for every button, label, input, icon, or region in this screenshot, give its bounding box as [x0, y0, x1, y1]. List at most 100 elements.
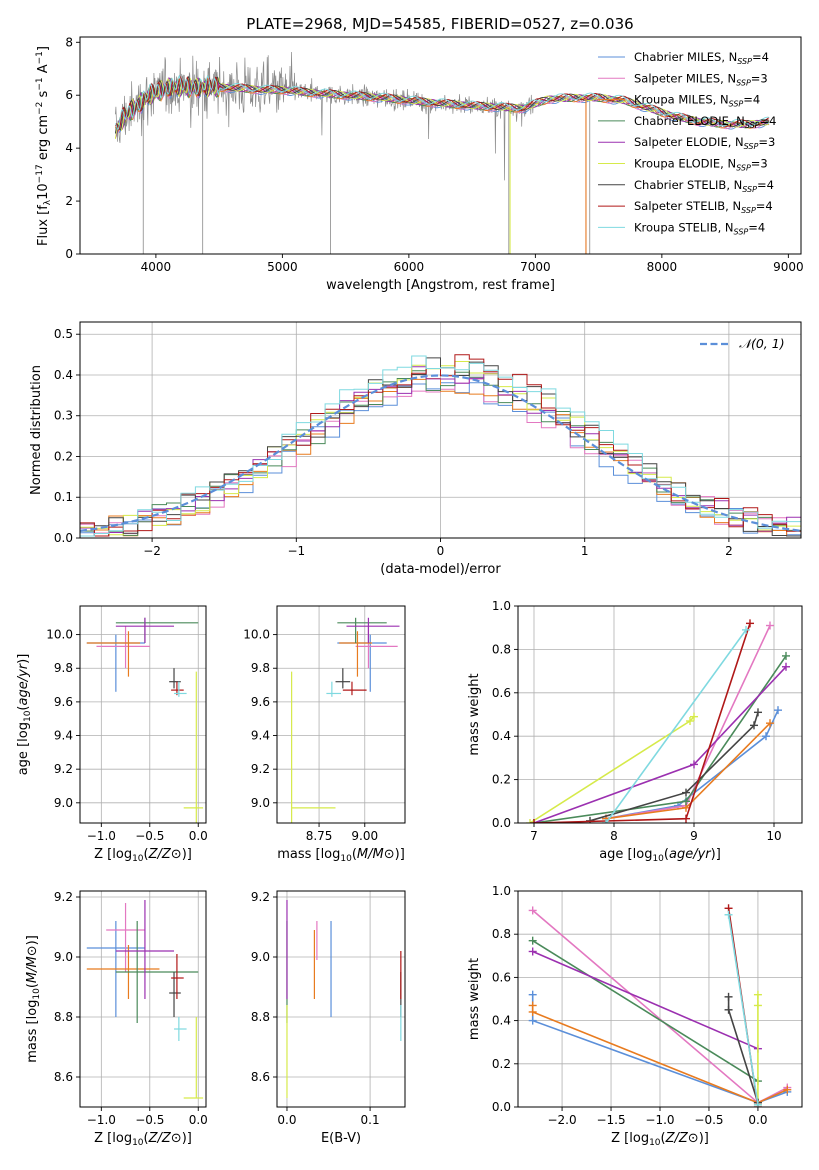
x-tick-label: 8.75: [306, 829, 333, 843]
x-tick-label: −0.5: [135, 1113, 164, 1127]
x-tick-label: −2.0: [547, 1113, 576, 1127]
y-tick-label: 0.8: [492, 927, 511, 941]
y-tick-label: 0.2: [492, 773, 511, 787]
plot-area-spectrum: [114, 51, 770, 254]
y-tick-label: 0.8: [492, 642, 511, 656]
plot-layer: 4000 5000 6000 7000 8000 9000 0 2 4 6 8 wavelength …: [16, 35, 804, 1148]
axes-spectrum: 4000 5000 6000 7000 8000 9000 0 2 4 6 8 wavelength …: [35, 35, 804, 293]
axes-frame: [79, 36, 802, 255]
legend-label: Salpeter MILES, NSSP=3: [634, 71, 768, 87]
y-tick-label: 1.0: [492, 884, 511, 898]
x-tick-label: 5000: [267, 260, 298, 274]
model-spectrum-chabrier_elodie: [114, 77, 770, 136]
plot-area-residuals: [80, 354, 801, 537]
y-tick-label: 9.8: [251, 661, 270, 675]
series-salpeter_elodie: [530, 662, 790, 823]
figure-title: PLATE=2968, MJD=54585, FIBERID=0527, z=0…: [246, 15, 633, 33]
errorbar-kroupa_miles: [86, 631, 141, 677]
y-tick-label: 6: [65, 88, 73, 102]
series-salpeter_elodie: [528, 947, 762, 1053]
model-spectrum-chabrier_stelib: [114, 75, 770, 134]
x-tick-label: −2: [143, 544, 161, 558]
plot-area-mass_vs_ebv: [286, 900, 402, 1098]
y-tick-label: 9.6: [54, 695, 73, 709]
x-tick-label: 8: [610, 829, 618, 843]
x-tick-label: −1.0: [87, 829, 116, 843]
y-tick-label: 0.4: [492, 729, 511, 743]
axes-mass_vs_ebv: 0.0 0.1 8.6 8.8 9.0 9.2 E(B-V): [251, 890, 406, 1146]
errorbar-salpeter_miles: [106, 903, 145, 972]
y-tick-label: 0.6: [492, 686, 511, 700]
y-tick-label: 10.0: [46, 628, 73, 642]
x-axis-label: Z [log10(Z/Z⊙)]: [611, 1131, 709, 1148]
axes-weight_vs_age: 7 8 9 10 0.0 0.2 0.4 0.6 0.8 1.0 age [log10(age/yr…: [467, 599, 803, 864]
legend: Chabrier MILES, NSSP=4 Salpeter MILES, NS…: [598, 50, 776, 236]
axes-mass_vs_Z: −1.0 −0.5 0.0 8.6 8.8 9.0 9.2 Z [log10(Z/Z⊙)] ma…: [25, 890, 208, 1148]
y-tick-label: 8.8: [54, 1010, 73, 1024]
series-line: [589, 712, 759, 822]
axes-frame: [517, 605, 803, 824]
y-tick-label: 9.0: [251, 950, 270, 964]
errorbar-kroupa_stelib: [174, 681, 187, 697]
legend-label: Kroupa ELODIE, NSSP=3: [634, 157, 768, 173]
x-axis-label: (data-model)/error: [380, 562, 501, 577]
axes-frame: [276, 890, 406, 1108]
x-axis-label: Z [log10(Z/Z⊙)]: [94, 847, 192, 864]
y-tick-label: 0.0: [492, 1100, 511, 1114]
series-kroupa_miles: [602, 719, 774, 823]
x-tick-label: 2: [725, 544, 733, 558]
x-tick-label: 9.00: [351, 829, 378, 843]
histogram-salpeter_stelib: [80, 354, 801, 537]
legend-label: 𝒩(0, 1): [739, 336, 785, 351]
y-tick-label: 9.6: [251, 695, 270, 709]
x-tick-label: −0.5: [694, 1113, 723, 1127]
y-tick-label: 1.0: [492, 599, 511, 613]
x-tick-label: 9: [690, 829, 698, 843]
series-line: [532, 940, 759, 1082]
x-tick-label: 7000: [520, 260, 551, 274]
axes-residuals: −2 −1 0 1 2 0.0 0.1 0.2 0.3 0.4 0.5 (data-model)/er…: [29, 321, 802, 577]
y-tick-label: 0.6: [492, 970, 511, 984]
x-tick-label: 9000: [773, 260, 804, 274]
y-tick-label: 0.4: [492, 1014, 511, 1028]
y-axis-label: mass weight: [467, 673, 482, 755]
legend-label: Chabrier ELODIE, NSSP=4: [634, 114, 776, 130]
y-tick-label: 8.6: [251, 1070, 270, 1084]
plot-area-weight_vs_age: [526, 619, 790, 823]
x-tick-label: 0.1: [361, 1113, 380, 1127]
y-tick-label: 9.0: [54, 796, 73, 810]
y-tick-label: 9.2: [54, 890, 73, 904]
y-tick-label: 0.2: [54, 449, 73, 463]
y-tick-label: 0.2: [492, 1057, 511, 1071]
y-tick-label: 9.2: [54, 762, 73, 776]
errorbar-salpeter_elodie: [115, 617, 175, 644]
x-axis-label: mass [log10(M/M⊙)]: [277, 847, 405, 864]
x-tick-label: 6000: [394, 260, 425, 274]
series-salpeter_stelib: [530, 619, 754, 823]
errorbar-kroupa_elodie: [183, 671, 204, 823]
x-tick-label: 0.0: [189, 829, 208, 843]
y-tick-label: 8: [65, 35, 73, 49]
y-tick-label: 0.1: [54, 490, 73, 504]
legend-label: Chabrier MILES, NSSP=4: [634, 50, 769, 66]
axes-weight_vs_Z: −2.0 −1.5 −1.0 −0.5 0.0 0.0 0.2 0.4 0.6 0.8 1.0 Z […: [467, 884, 803, 1148]
series-kroupa_elodie: [526, 712, 698, 823]
y-tick-label: 9.8: [54, 661, 73, 675]
y-tick-label: 9.2: [251, 890, 270, 904]
errorbar-kroupa_elodie: [291, 671, 336, 823]
x-tick-label: −1.5: [596, 1113, 625, 1127]
legend-label: Kroupa MILES, NSSP=4: [634, 93, 760, 109]
y-tick-label: 0: [65, 247, 73, 261]
y-axis-label: mass weight: [467, 958, 482, 1040]
errorbar-salpeter_miles: [96, 626, 150, 669]
errorbar-kroupa_stelib: [174, 1017, 187, 1041]
series-chabrier_stelib: [586, 708, 762, 823]
y-tick-label: 8.6: [54, 1070, 73, 1084]
errorbar-salpeter_stelib: [342, 681, 367, 696]
axes-frame: [276, 605, 406, 824]
y-tick-label: 0.3: [54, 409, 73, 423]
series-line: [727, 914, 759, 1105]
x-axis-label: Z [log10(Z/Z⊙)]: [94, 1131, 192, 1148]
y-tick-label: 9.0: [54, 950, 73, 964]
